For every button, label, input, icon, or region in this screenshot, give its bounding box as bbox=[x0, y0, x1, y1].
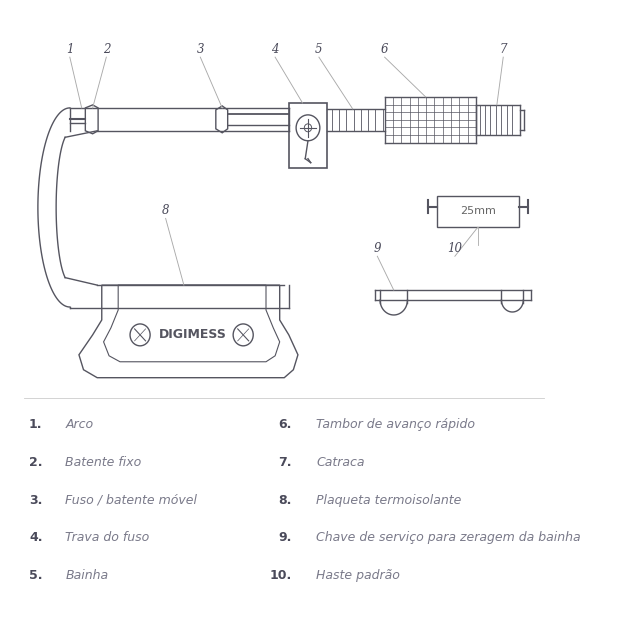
Text: 10.: 10. bbox=[269, 569, 291, 582]
Text: 7.: 7. bbox=[278, 456, 291, 469]
Text: 4: 4 bbox=[272, 43, 279, 56]
Text: 25mm: 25mm bbox=[460, 206, 495, 216]
Text: Tambor de avanço rápido: Tambor de avanço rápido bbox=[316, 418, 475, 431]
Text: 5: 5 bbox=[315, 43, 322, 56]
Text: Trava do fuso: Trava do fuso bbox=[65, 531, 149, 544]
Text: 2.: 2. bbox=[29, 456, 42, 469]
Text: 2: 2 bbox=[102, 43, 110, 56]
Text: 9.: 9. bbox=[278, 531, 291, 544]
Text: DIGIMESS: DIGIMESS bbox=[159, 329, 227, 342]
Text: 8: 8 bbox=[162, 204, 169, 217]
Text: Bainha: Bainha bbox=[65, 569, 108, 582]
Text: 4.: 4. bbox=[29, 531, 42, 544]
Text: 3.: 3. bbox=[29, 494, 42, 507]
Text: Arco: Arco bbox=[65, 418, 94, 431]
Text: Plaqueta termoisolante: Plaqueta termoisolante bbox=[316, 494, 461, 507]
Text: 6: 6 bbox=[381, 43, 388, 56]
Text: 9: 9 bbox=[374, 242, 381, 255]
Text: 7: 7 bbox=[500, 43, 507, 56]
Text: 5.: 5. bbox=[29, 569, 42, 582]
Text: 3: 3 bbox=[197, 43, 204, 56]
Text: Batente fixo: Batente fixo bbox=[65, 456, 141, 469]
Text: Fuso / batente móvel: Fuso / batente móvel bbox=[65, 494, 197, 507]
Text: 1: 1 bbox=[66, 43, 74, 56]
Text: 1.: 1. bbox=[29, 418, 42, 431]
Text: 6.: 6. bbox=[278, 418, 291, 431]
Text: Catraca: Catraca bbox=[316, 456, 365, 469]
Text: Chave de serviço para zeragem da bainha: Chave de serviço para zeragem da bainha bbox=[316, 531, 581, 544]
Text: 10: 10 bbox=[448, 242, 463, 255]
Text: 8.: 8. bbox=[278, 494, 291, 507]
Text: Haste padrão: Haste padrão bbox=[316, 569, 400, 582]
